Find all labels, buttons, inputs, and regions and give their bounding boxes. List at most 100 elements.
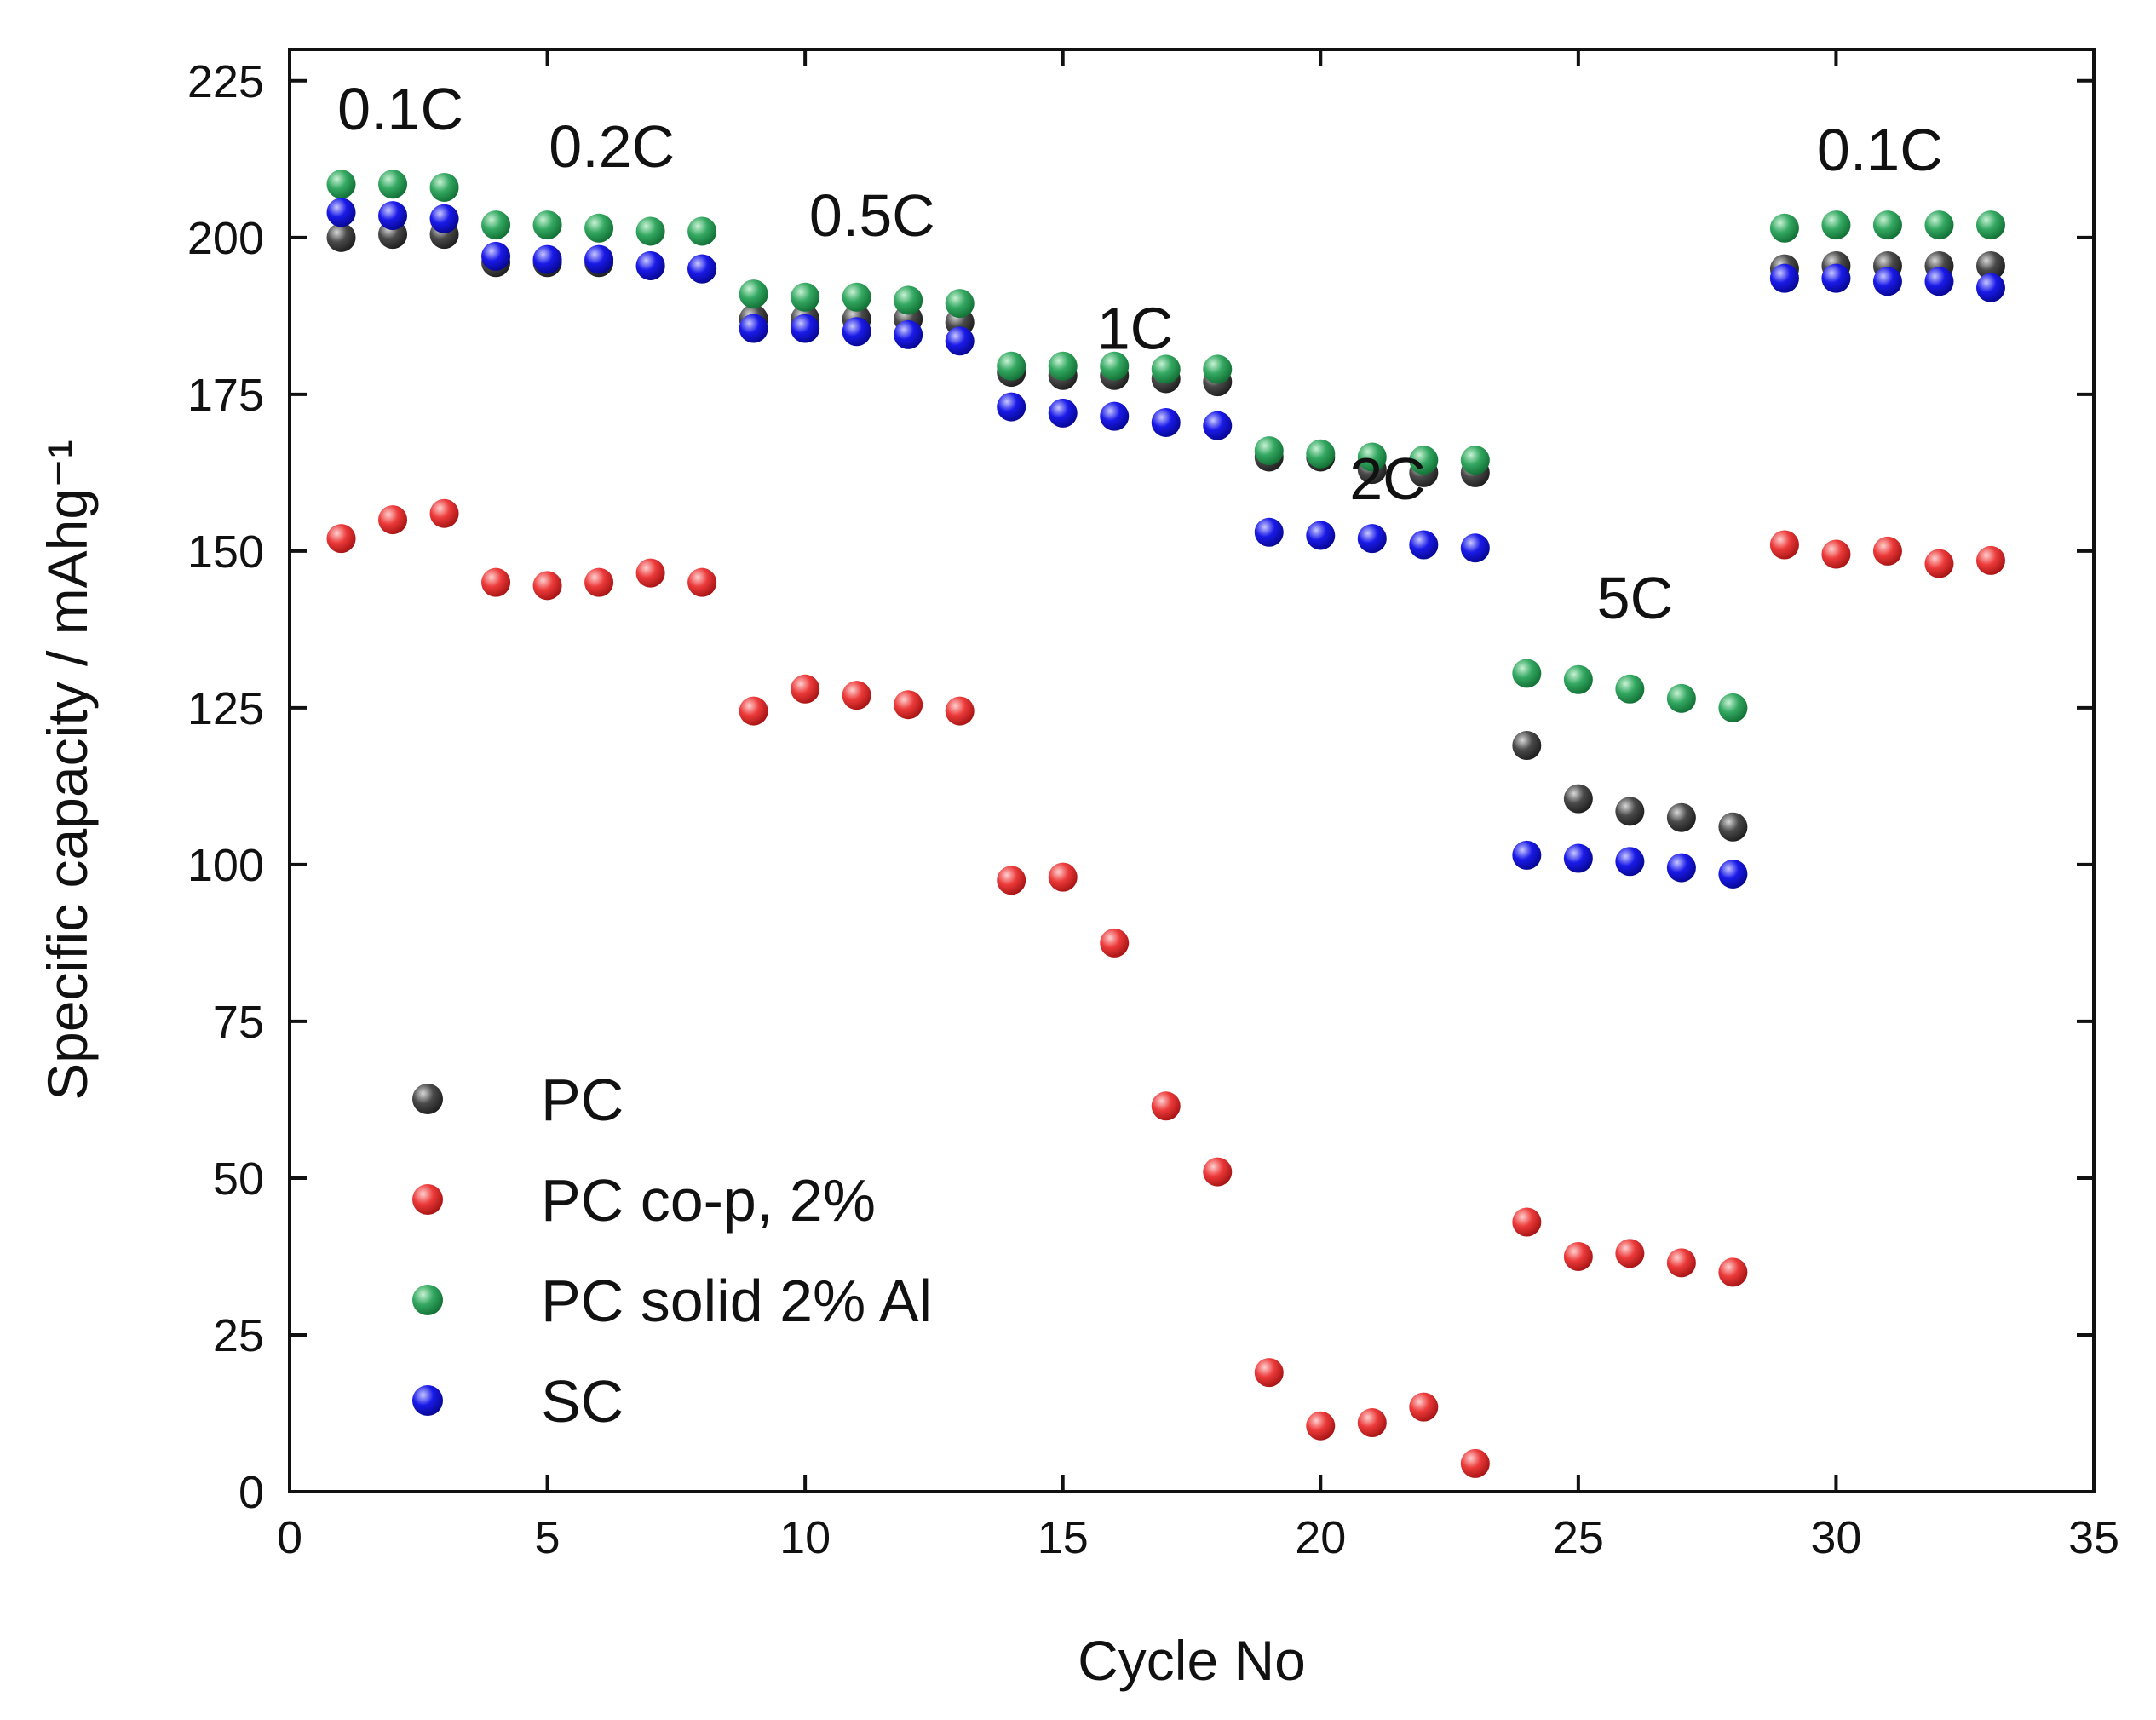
- data-point: [687, 254, 717, 284]
- data-point: [945, 696, 975, 726]
- data-point: [1460, 1448, 1490, 1478]
- data-point: [378, 201, 408, 231]
- y-tick-label: 225: [187, 56, 264, 107]
- data-point: [1460, 533, 1490, 563]
- data-point: [584, 567, 614, 597]
- data-point: [326, 170, 356, 199]
- legend-item: PC co-p, 2%: [412, 1167, 876, 1234]
- legend-marker: [412, 1385, 443, 1416]
- y-tick-label: 50: [213, 1153, 264, 1205]
- data-point: [1306, 439, 1336, 469]
- data-point: [584, 213, 614, 243]
- legend-marker: [412, 1184, 443, 1215]
- data-point: [894, 690, 923, 720]
- data-point: [481, 210, 511, 240]
- data-point: [1924, 267, 1954, 296]
- data-point: [997, 392, 1026, 422]
- data-point: [1048, 351, 1078, 381]
- data-point: [1512, 1207, 1542, 1237]
- y-tick-label: 0: [239, 1467, 264, 1518]
- x-tick-label: 20: [1295, 1512, 1346, 1563]
- x-axis-ticks: 0 5 10 15 20 25 30 35: [277, 49, 2119, 1563]
- legend-label: PC solid 2% Al: [541, 1268, 932, 1334]
- data-point: [842, 317, 871, 347]
- data-point: [1512, 840, 1542, 870]
- data-point: [842, 681, 871, 710]
- data-point: [635, 250, 665, 280]
- data-point: [1100, 401, 1130, 431]
- data-point: [635, 558, 665, 588]
- rate-annotation: 2C: [1349, 446, 1425, 512]
- data-point: [326, 198, 356, 227]
- rate-annotation: 0.1C: [1817, 117, 1943, 183]
- y-tick-label: 125: [187, 683, 264, 734]
- data-point: [1821, 263, 1851, 293]
- data-point: [1666, 683, 1696, 713]
- legend-item: PC solid 2% Al: [412, 1268, 932, 1334]
- data-point: [1357, 524, 1387, 554]
- y-tick-label: 175: [187, 370, 264, 421]
- y-tick-label: 25: [213, 1310, 264, 1361]
- data-point: [532, 210, 562, 240]
- rate-annotation: 0.5C: [809, 182, 935, 249]
- data-point: [1769, 530, 1799, 560]
- data-point: [429, 204, 459, 233]
- x-tick-label: 0: [277, 1512, 302, 1563]
- legend-label: SC: [541, 1368, 624, 1435]
- data-point: [1203, 354, 1233, 384]
- data-point: [1512, 731, 1542, 761]
- data-point: [687, 216, 717, 246]
- data-points: [326, 170, 2005, 1478]
- legend: PC PC co-p, 2% PC solid 2% Al SC: [412, 1067, 932, 1435]
- legend-marker: [412, 1285, 443, 1315]
- data-point: [1718, 693, 1748, 722]
- data-point: [739, 279, 768, 309]
- data-point: [1872, 210, 1902, 240]
- data-point: [687, 567, 717, 597]
- rate-annotation: 0.1C: [337, 76, 463, 142]
- y-tick-label: 75: [213, 997, 264, 1048]
- data-point: [1357, 1408, 1387, 1438]
- data-point: [1563, 664, 1593, 694]
- data-point: [1254, 436, 1284, 466]
- data-point: [326, 524, 356, 554]
- data-point: [1666, 853, 1696, 883]
- data-point: [997, 351, 1026, 381]
- data-point: [1151, 354, 1181, 384]
- data-point: [1563, 1241, 1593, 1271]
- data-point: [1666, 802, 1696, 832]
- data-point: [1718, 859, 1748, 889]
- legend-marker: [412, 1084, 443, 1114]
- x-tick-label: 15: [1038, 1512, 1089, 1563]
- data-point: [1975, 545, 2005, 575]
- data-point: [1872, 267, 1902, 296]
- data-point: [1306, 521, 1336, 550]
- plot-area-frame: [288, 48, 2096, 1493]
- data-point: [997, 866, 1026, 895]
- data-point: [1151, 407, 1181, 437]
- data-point: [378, 170, 408, 199]
- data-point: [1203, 411, 1233, 440]
- data-point: [1409, 1392, 1439, 1422]
- data-point: [532, 571, 562, 601]
- legend-label: PC co-p, 2%: [541, 1167, 876, 1234]
- y-axis-title: Specific capacity / mAhg⁻¹: [36, 440, 99, 1101]
- data-point: [481, 241, 511, 271]
- x-tick-label: 25: [1553, 1512, 1604, 1563]
- data-point: [739, 314, 768, 343]
- data-point: [1718, 812, 1748, 842]
- data-point: [1357, 442, 1387, 472]
- data-point: [1306, 1411, 1336, 1441]
- data-point: [1460, 446, 1490, 475]
- data-point: [1666, 1248, 1696, 1278]
- data-point: [1718, 1257, 1748, 1287]
- data-point: [894, 319, 923, 349]
- data-point: [739, 696, 768, 726]
- data-point: [1254, 517, 1284, 547]
- data-point: [791, 282, 820, 312]
- data-point: [481, 567, 511, 597]
- data-point: [1975, 250, 2005, 280]
- x-tick-label: 30: [1810, 1512, 1861, 1563]
- rate-annotations: 0.1C 0.2C 0.5C 1C 2C 5C 0.1C: [337, 76, 1943, 631]
